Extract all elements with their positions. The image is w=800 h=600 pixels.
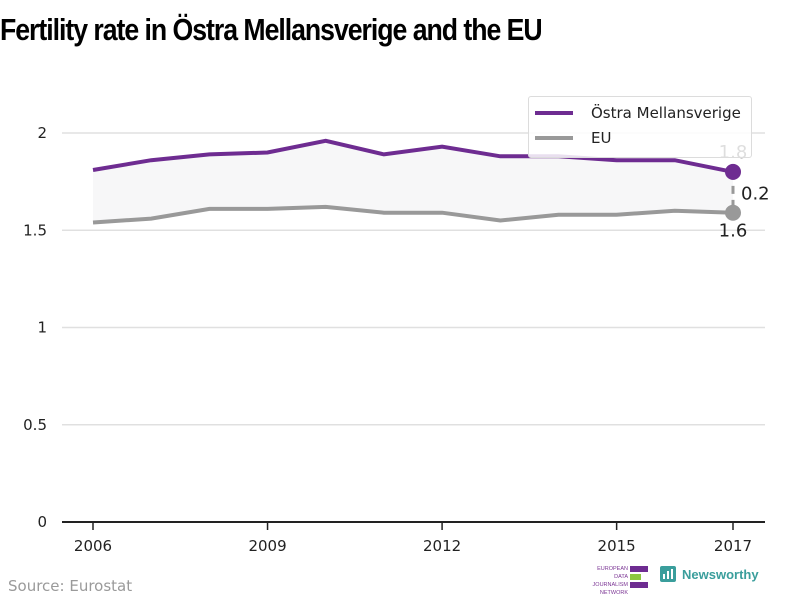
legend-swatch-secondary: [535, 136, 573, 140]
y-tick-label: 0: [37, 513, 47, 531]
x-tick-label: 2009: [248, 537, 286, 555]
edjnet-bar-icon: [630, 582, 648, 588]
edjnet-logo-text: EUROPEAN DATA JOURNALISM NETWORK: [592, 566, 628, 596]
y-tick-label: 2: [37, 124, 47, 142]
y-tick-label: 1.5: [23, 221, 47, 239]
difference-band: [93, 140, 733, 223]
y-tick-label: 1: [37, 319, 47, 337]
legend-item-ostra-mellansverige[interactable]: Östra Mellansverige: [535, 103, 741, 123]
legend-item-eu[interactable]: EU: [535, 128, 611, 148]
series-line-eu: [92, 204, 734, 225]
bar-chart-icon: [660, 566, 676, 582]
last-point-eu: [725, 204, 741, 221]
source-note: Source: Eurostat: [8, 577, 133, 595]
edjnet-logo[interactable]: EUROPEAN DATA JOURNALISM NETWORK: [590, 565, 648, 596]
x-tick-label: 2006: [74, 537, 112, 555]
x-tick-label: 2015: [598, 537, 636, 555]
newsworthy-logo[interactable]: Newsworthy: [660, 566, 759, 582]
series-line-ostra-mellansverige: [92, 138, 734, 174]
last-value-label-secondary: 1.6: [719, 221, 748, 242]
x-tick-label: 2017: [714, 537, 752, 555]
legend-label: EU: [591, 129, 612, 147]
x-tick-label: 2012: [423, 537, 461, 555]
y-axis: 0 0.5 1 1.5 2: [23, 124, 47, 531]
gridlines: [62, 132, 765, 426]
edjnet-bar-icon: [630, 574, 641, 580]
difference-label: 0.2: [741, 183, 770, 204]
newsworthy-label: Newsworthy: [682, 566, 759, 582]
y-tick-label: 0.5: [23, 416, 47, 434]
legend-label: Östra Mellansverige: [591, 104, 741, 122]
legend-swatch-primary: [535, 111, 573, 115]
last-point-ostra-mellansverige: [725, 163, 741, 180]
x-axis: 2006 2009 2012 2015 2017: [74, 522, 752, 555]
edjnet-bar-icon: [630, 566, 648, 572]
chart-title: Fertility rate in Östra Mellansverige an…: [0, 12, 543, 47]
legend: Östra Mellansverige EU: [528, 96, 752, 158]
